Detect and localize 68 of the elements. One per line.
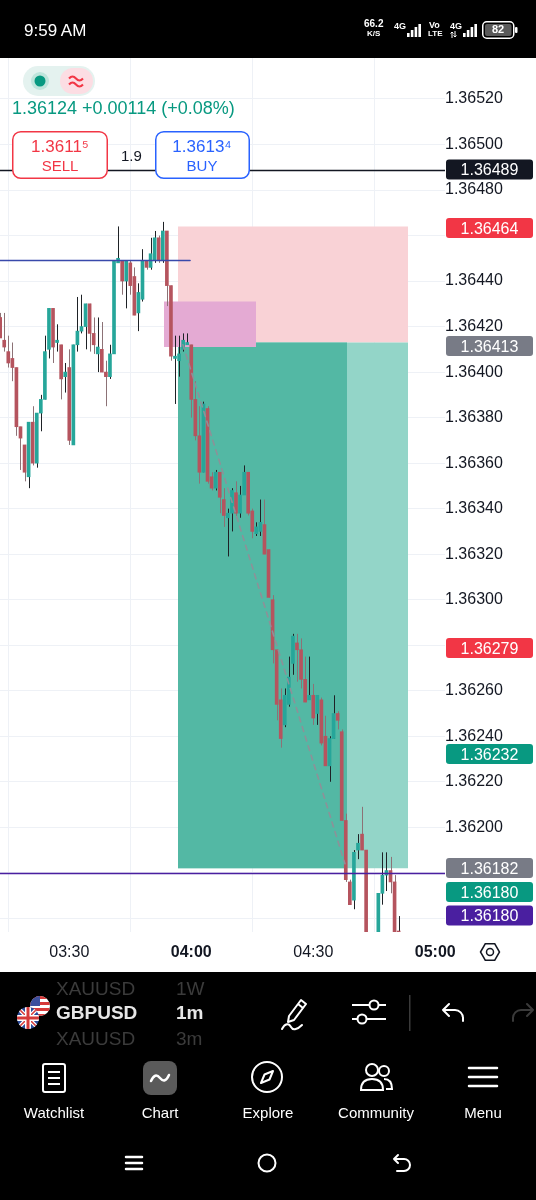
candlestick — [348, 879, 352, 906]
y-tick-label: 1.36440 — [445, 271, 503, 289]
y-tick-label: 1.36200 — [445, 817, 503, 835]
annotation: 1.3611⁵ — [31, 137, 89, 156]
candlestick — [156, 235, 161, 264]
ref-line-label: 1.36180 — [460, 906, 519, 924]
x-tick-label: 04:00 — [170, 943, 212, 961]
text: XAUUSD — [56, 978, 136, 999]
y-tick-label: 1.36240 — [445, 726, 503, 744]
y-tick-label: 1.36520 — [445, 89, 503, 107]
candlestick — [307, 656, 312, 701]
candlestick — [356, 833, 360, 860]
candlestick — [95, 316, 100, 373]
candlestick — [173, 335, 177, 405]
y-tick-label: 1.36480 — [445, 180, 503, 198]
annotation: 1.9 — [121, 147, 142, 164]
annotation: BUY — [186, 157, 218, 174]
text: Watchlist — [23, 1104, 85, 1121]
candlestick — [120, 260, 124, 296]
y-tick-label: 1.36360 — [445, 453, 503, 471]
text: 1m — [176, 1002, 204, 1023]
y-tick-label: 1.36500 — [445, 134, 503, 152]
text: 4G — [450, 21, 463, 31]
text: 4G — [394, 21, 407, 31]
annotation: 1.3613⁴ — [172, 137, 232, 156]
text: 1.36413 — [446, 336, 533, 356]
text: 66.2 — [364, 18, 384, 29]
text: 1.36464 — [446, 218, 533, 238]
text: Explore — [242, 1104, 294, 1121]
y-tick-label: 1.36320 — [445, 544, 503, 562]
candlestick — [360, 806, 364, 851]
candlestick — [99, 321, 104, 373]
candlestick — [63, 362, 68, 394]
text: 82 — [491, 23, 505, 35]
y-tick-label: 1.36340 — [445, 499, 503, 517]
y-tick-label: 1.36400 — [445, 362, 503, 380]
x-tick-label: 04:30 — [293, 943, 334, 961]
text: 1.36180 — [446, 881, 533, 902]
ref-line-label: 1.36489 — [460, 160, 519, 178]
candlestick — [104, 360, 108, 407]
x-tick-label: 03:30 — [49, 943, 90, 961]
x-tick-label: 05:00 — [414, 943, 456, 961]
candlestick — [234, 480, 238, 519]
y-tick-label: 1.36380 — [445, 408, 503, 426]
text: 1.36279 — [446, 638, 533, 658]
annotation: SELL — [41, 157, 79, 174]
text: K/S — [367, 29, 381, 38]
candlestick — [311, 683, 316, 726]
text: 1.36182 — [446, 857, 533, 878]
text: Chart — [141, 1104, 179, 1121]
y-tick-label: 1.36260 — [445, 681, 503, 699]
text: 1W — [176, 978, 205, 999]
text: Vo — [429, 20, 440, 30]
y-tick-label: 1.36300 — [445, 590, 503, 608]
text: GBPUSD — [56, 1002, 138, 1023]
text: LTE — [428, 29, 443, 38]
text: Community — [338, 1104, 414, 1121]
candlestick — [124, 260, 129, 309]
text: 3m — [176, 1028, 203, 1049]
candlestick — [55, 323, 59, 353]
text: 1.36232 — [446, 744, 533, 764]
text: Menu — [464, 1104, 502, 1121]
text: 9:59 AM — [24, 21, 87, 40]
candlestick — [221, 487, 226, 528]
y-tick-label: 1.36420 — [445, 316, 503, 334]
y-tick-label: 1.36220 — [445, 772, 503, 790]
text: XAUUSD — [56, 1028, 136, 1049]
annotation: 1.36124 +0.00114 (+0.08%) — [12, 98, 235, 118]
